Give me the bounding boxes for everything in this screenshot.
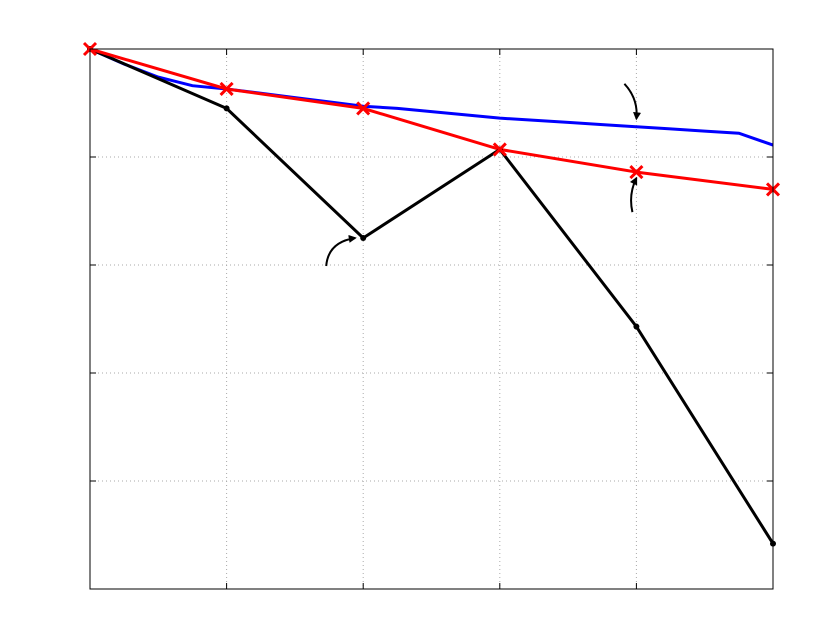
annotation-arrow-2 xyxy=(325,234,357,267)
series-2-marker xyxy=(633,323,640,330)
annotation-layer xyxy=(325,83,642,267)
series-line-2 xyxy=(89,47,775,545)
series-2-marker xyxy=(223,105,230,112)
plot-background xyxy=(90,49,773,589)
annotation-arrow-0 xyxy=(623,83,642,121)
series-1-marker xyxy=(356,101,371,116)
series-line-1 xyxy=(89,47,774,191)
annotation-arrow-1 xyxy=(629,176,638,213)
series-1-marker xyxy=(492,142,507,157)
series-1-marker xyxy=(219,81,234,97)
series-1-marker xyxy=(629,165,644,180)
plot-frame xyxy=(89,48,774,590)
series-line-0 xyxy=(89,47,774,147)
series-2-marker xyxy=(360,235,367,241)
series-layer xyxy=(82,41,781,547)
axis-ticks xyxy=(89,48,774,590)
